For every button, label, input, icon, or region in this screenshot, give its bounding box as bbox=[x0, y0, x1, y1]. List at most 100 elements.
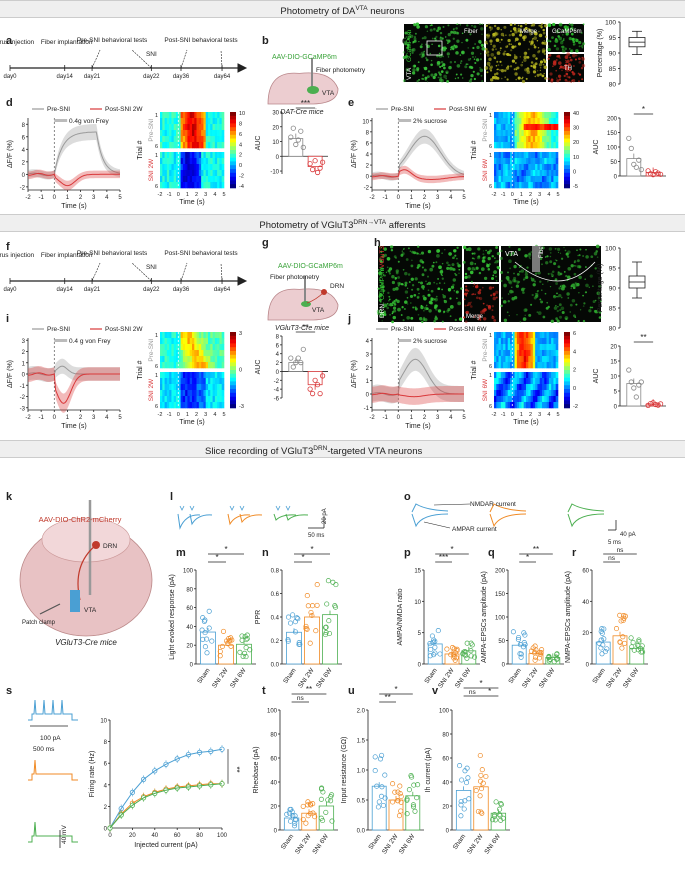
micro-c-th-speck bbox=[571, 71, 574, 74]
micro-h-vta-speck bbox=[588, 309, 592, 313]
heatmap-i-cell bbox=[217, 396, 220, 403]
heatmap-j-block-label: SNI 6W bbox=[482, 378, 489, 401]
micro-c-green-speck bbox=[581, 46, 584, 49]
micro-c-gcamp-speck bbox=[471, 25, 473, 27]
micro-h-green-speck bbox=[480, 267, 485, 271]
heatmap-e-cell bbox=[496, 124, 499, 131]
heatmap-i-cell bbox=[219, 362, 223, 369]
micro-h-red-speck bbox=[465, 285, 468, 288]
chart-p-point bbox=[432, 650, 438, 656]
chart-u-sig: * bbox=[394, 685, 397, 694]
heatmap-i-cell bbox=[189, 338, 193, 345]
micro-h-vta-speck bbox=[549, 260, 553, 264]
heatmap-e-cell bbox=[500, 152, 504, 159]
heatmap-i-cell bbox=[176, 356, 179, 363]
heatmap-j-cell bbox=[537, 390, 541, 397]
heatmap-d-cell bbox=[169, 136, 172, 143]
heatmap-i-cell bbox=[180, 390, 184, 397]
heatmap-i-cell bbox=[217, 356, 220, 363]
heatmap-i-colorbar-seg bbox=[230, 335, 236, 340]
virus-b: AAV-DIO-GCaMP6m bbox=[272, 54, 337, 61]
heatmap-e-cell bbox=[526, 176, 529, 183]
heatmap-i-cell bbox=[171, 396, 175, 403]
heatmap-j-cell bbox=[521, 402, 525, 409]
heatmap-j-cell bbox=[551, 384, 554, 391]
heatmap-e-cell bbox=[510, 170, 513, 177]
heatmap-d-cell bbox=[203, 130, 207, 137]
heatmap-d-cell bbox=[210, 118, 213, 125]
micro-c-merge-speck bbox=[514, 45, 517, 48]
heatmap-d-xticklabel: 1 bbox=[186, 192, 189, 198]
micro-c-merge-speck bbox=[500, 69, 505, 73]
micro-c-gcamp-speck bbox=[441, 46, 445, 50]
heatmap-e-cell bbox=[546, 182, 550, 189]
micro-h-vta-speck bbox=[515, 284, 520, 288]
chart-v-point bbox=[490, 817, 496, 823]
micro-h-green-speck bbox=[469, 270, 474, 275]
heatmap-d-cell bbox=[171, 158, 175, 165]
heatmap-j-colorbar-label: -2 bbox=[573, 404, 578, 410]
heatmap-i-cell bbox=[162, 378, 165, 385]
micro-c-merge-speck bbox=[484, 47, 488, 51]
micro-h-drn-speck bbox=[438, 265, 442, 270]
heatmap-j-cell bbox=[503, 356, 506, 363]
micro-c-gcamp-speck bbox=[423, 66, 428, 71]
heatmap-e-colorbar-label: 30 bbox=[573, 126, 579, 132]
heatmap-j-cell bbox=[544, 356, 547, 363]
auc-i-yticklabel: 6 bbox=[276, 343, 280, 349]
micro-h-vta-speck bbox=[559, 285, 562, 288]
heatmap-e-cell bbox=[514, 176, 518, 183]
heatmap-i-cell bbox=[169, 372, 172, 379]
heatmap-i-cell bbox=[203, 384, 207, 391]
chart-n-point bbox=[332, 604, 339, 610]
heatmap-j-cell bbox=[539, 402, 543, 409]
chart-n-point bbox=[326, 618, 332, 624]
micro-c-green-speck bbox=[580, 31, 583, 35]
heatmap-e-cell bbox=[496, 170, 499, 177]
auc-e-point bbox=[628, 145, 634, 151]
heatmap-j-cell bbox=[505, 356, 509, 363]
heatmap-d-cell bbox=[219, 112, 223, 119]
micro-c-green-speck bbox=[578, 40, 582, 45]
micro-h-vta-speck bbox=[502, 300, 507, 304]
heatmap-j-cell bbox=[535, 378, 538, 385]
micro-h-vta-speck bbox=[582, 305, 585, 307]
micro-h-drn-speck bbox=[380, 246, 382, 249]
heatmap-d-cell bbox=[219, 142, 223, 149]
auc-j-yticklabel: 20 bbox=[610, 345, 617, 351]
micro-c-gcamp-speck bbox=[429, 28, 433, 32]
micro-h-vta-speck bbox=[534, 272, 538, 275]
micro-c-gcamp-speck bbox=[454, 45, 458, 49]
h-fiber-track bbox=[532, 246, 540, 272]
heatmap-i-cell bbox=[196, 384, 200, 391]
heatmap-j-cell bbox=[523, 372, 527, 379]
heatmap-j-cell bbox=[542, 384, 545, 391]
heatmap-j-colorbar-seg bbox=[564, 366, 570, 371]
micro-c-th-speck bbox=[557, 74, 562, 78]
heatmap-d-colorbar-label: 4 bbox=[239, 142, 242, 148]
micro-h-red-speck bbox=[482, 302, 485, 305]
micro-h-vta-speck bbox=[554, 278, 558, 281]
heatmap-d-cell bbox=[205, 176, 209, 183]
heatmap-j-cell bbox=[505, 344, 509, 351]
auc-e-yticklabel: 200 bbox=[607, 117, 618, 123]
heatmap-i-cell bbox=[173, 372, 177, 379]
heatmap-e-cell bbox=[548, 170, 552, 177]
micro-h-red-speck bbox=[474, 285, 479, 289]
panel-letter-u: u bbox=[348, 685, 355, 697]
micro-h-drn-speck bbox=[416, 296, 420, 299]
trace-e-yticklabel: -2 bbox=[364, 186, 370, 192]
chart-u-point bbox=[382, 772, 388, 778]
heatmap-j-cell bbox=[516, 384, 520, 391]
heatmap-i-cell bbox=[201, 350, 204, 357]
heatmap-e-cell bbox=[532, 136, 536, 143]
heatmap-d-cell bbox=[196, 118, 200, 125]
micro-c-merge-speck bbox=[495, 38, 500, 42]
heatmap-i-cell bbox=[196, 390, 200, 397]
heatmap-e-cell bbox=[555, 142, 559, 149]
micro-h-drn-speck bbox=[380, 250, 383, 253]
micro-c-gcamp-speck bbox=[430, 73, 434, 77]
heatmap-e-cell bbox=[526, 152, 529, 159]
heatmap-d-cell bbox=[194, 136, 197, 143]
heatmap-j-cell bbox=[498, 332, 502, 339]
